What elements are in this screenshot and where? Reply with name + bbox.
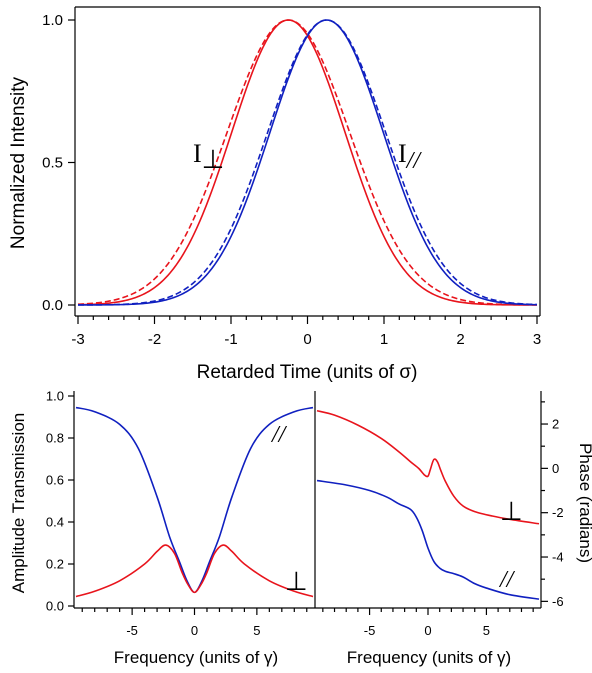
- top-y-ticks: 0.0 0.5 1.0: [42, 12, 75, 314]
- br-y-tick-label: -4: [552, 550, 564, 565]
- br-x-axis-label: Frequency (units of γ): [347, 648, 511, 667]
- br-series: [316, 409, 540, 600]
- top-series-line: [77, 19, 537, 306]
- bl-x-axis-label: Frequency (units of γ): [114, 648, 278, 667]
- annotation-i-parallel: I//: [398, 139, 422, 174]
- br-y-tick-label: -2: [552, 505, 564, 520]
- br-x-ticks: -5 0 5: [322, 608, 534, 638]
- bl-x-tick-label: -5: [126, 623, 138, 638]
- annotation-i-perp: I⊥: [193, 139, 224, 174]
- annotation-i-parallel-main: I: [398, 139, 407, 168]
- br-annotation-parallel: //: [498, 567, 516, 593]
- bl-series: [75, 406, 314, 598]
- top-x-tick-label: 0: [303, 331, 311, 348]
- top-x-tick-label: -3: [71, 331, 84, 348]
- top-x-tick-label: 2: [456, 331, 464, 348]
- top-y-axis-label: Normalized Intensity: [8, 76, 29, 249]
- bl-y-tick-label: 1.0: [46, 389, 64, 404]
- bl-y-tick-label: 0.8: [46, 431, 64, 446]
- top-x-tick-label: 3: [533, 331, 541, 348]
- top-x-ticks: -3 -2 -1 0 1 2 3: [71, 316, 541, 348]
- top-series-line: [78, 19, 538, 306]
- annotation-i-perp-sub: ⊥: [202, 145, 225, 174]
- top-series: [77, 19, 538, 306]
- bl-y-tick-label: 0.6: [46, 473, 64, 488]
- top-y-tick-label: 1.0: [42, 12, 63, 29]
- bottom-left-panel: 0.0 0.2 0.4 0.6 0.8 1.0 -5 0 5 Amplitude Transm…: [9, 389, 316, 667]
- top-x-tick-label: 1: [380, 331, 388, 348]
- br-y-tick-label: 0: [552, 461, 559, 476]
- bottom-right-panel: 2 0 -2 -4 -6 -5 0 5 Phase (radians) Frequency …: [315, 391, 592, 667]
- br-y-tick-label: -6: [552, 594, 564, 609]
- bl-y-tick-label: 0.4: [46, 515, 64, 530]
- top-series-line: [78, 19, 538, 306]
- top-x-axis-label: Retarded Time (units of σ): [197, 362, 418, 383]
- bl-x-ticks: -5 0 5: [81, 608, 308, 638]
- annotation-i-parallel-sub: //: [405, 148, 423, 174]
- top-x-tick-label: -2: [148, 331, 161, 348]
- bl-y-axis-label: Amplitude Transmission: [9, 413, 28, 593]
- br-x-tick-label: 0: [424, 623, 431, 638]
- top-y-tick-label: 0.5: [42, 155, 63, 172]
- top-series-line: [77, 19, 538, 306]
- br-x-tick-label: -5: [364, 623, 376, 638]
- top-panel: 0.0 0.5 1.0 -3 -2 -1 0 1 2 3 Normalized Intensit…: [8, 6, 541, 383]
- bl-annotation-parallel: //: [270, 422, 288, 448]
- br-series-line: [316, 409, 540, 525]
- annotation-i-perp-main: I: [193, 139, 202, 168]
- bl-x-tick-label: 0: [191, 623, 198, 638]
- bl-series-line: [75, 544, 314, 598]
- br-annotation-perp: ⊥: [500, 497, 523, 526]
- br-y-tick-label: 2: [552, 417, 559, 432]
- top-x-tick-label: -1: [224, 331, 237, 348]
- bl-y-ticks: 0.0 0.2 0.4 0.6 0.8 1.0: [46, 389, 74, 614]
- br-series-line: [316, 479, 540, 600]
- br-y-axis-label: Phase (radians): [576, 443, 592, 563]
- bl-y-tick-label: 0.0: [46, 599, 64, 614]
- br-x-tick-label: 5: [483, 623, 490, 638]
- bl-x-tick-label: 5: [253, 623, 260, 638]
- top-y-tick-label: 0.0: [42, 297, 63, 314]
- bl-y-tick-label: 0.2: [46, 557, 64, 572]
- bl-annotation-perp: ⊥: [285, 567, 308, 596]
- br-y-ticks: 2 0 -2 -4 -6: [541, 401, 564, 609]
